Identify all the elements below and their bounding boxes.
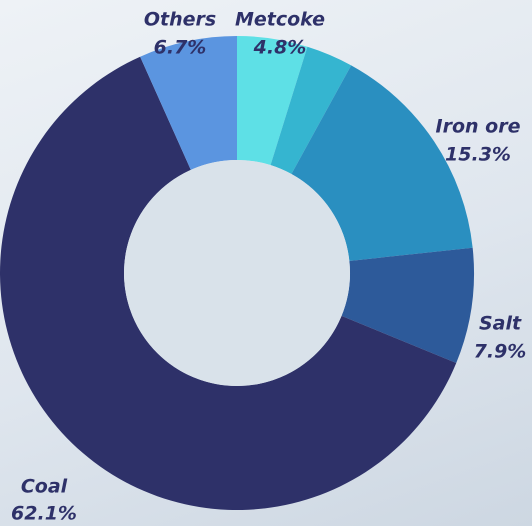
slice-value-label: 62.1%: [11, 503, 77, 525]
slice-value-label: 4.8%: [253, 37, 307, 59]
donut-slice: [0, 56, 457, 510]
slice-label: Metcoke: [235, 9, 325, 31]
slice-label: Salt: [479, 313, 522, 335]
slice-label: Coal: [21, 476, 68, 498]
donut-slice: [341, 247, 474, 364]
slice-value-label: 7.9%: [474, 341, 527, 363]
donut-slice: [291, 65, 473, 261]
slice-label: Others: [144, 9, 216, 31]
slice-value-label: 15.3%: [445, 144, 511, 166]
slice-value-label: 6.7%: [154, 37, 207, 59]
slice-label: Iron ore: [436, 116, 521, 138]
donut-slice: [270, 46, 352, 174]
donut-slice: [237, 36, 308, 166]
donut-hole: [124, 160, 350, 386]
donut-slice: [140, 36, 237, 170]
